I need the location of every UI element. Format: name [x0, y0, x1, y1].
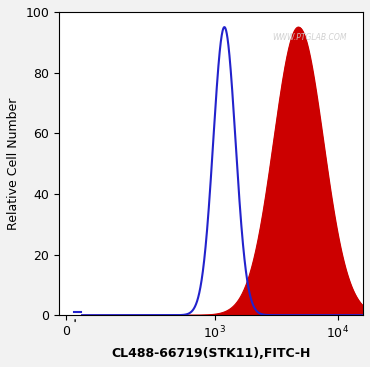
Y-axis label: Relative Cell Number: Relative Cell Number: [7, 97, 20, 230]
X-axis label: CL488-66719(STK11),FITC-H: CL488-66719(STK11),FITC-H: [111, 347, 311, 360]
Text: WWW.PTGLAB.COM: WWW.PTGLAB.COM: [272, 33, 346, 42]
